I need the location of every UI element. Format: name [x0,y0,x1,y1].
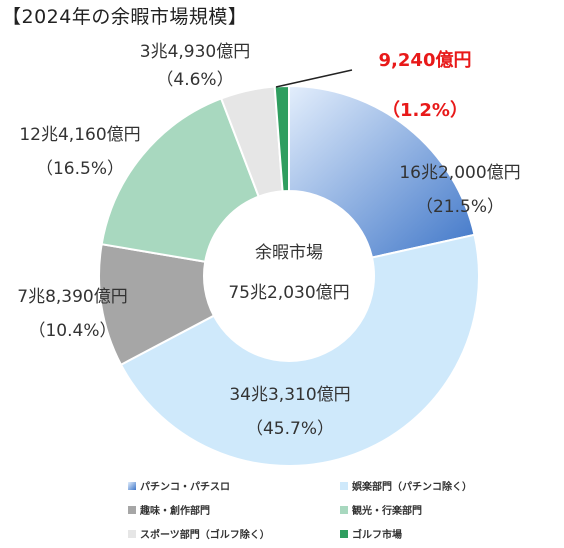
legend-swatch-golf [340,529,348,538]
legend-label-hobby: 趣味・創作部門 [140,506,210,517]
label-hobby-amount: 7兆8,390億円 [17,287,128,307]
label-tourism: 12兆4,160億円 （16.5%） [0,118,160,186]
label-entertainment-percent: （45.7%） [245,419,334,439]
leader-line [275,69,353,88]
slice-tourism [100,97,260,263]
center-label-total: 75兆2,030億円 [228,283,349,303]
center-label-market: 余暇市場 [255,243,323,263]
legend-swatch-tourism [340,505,348,514]
label-tourism-amount: 12兆4,160億円 [19,125,141,145]
legend-label-pachinko: パチンコ・パチスロ [140,482,230,493]
legend-swatch-hobby [128,505,136,514]
legend: パチンコ・パチスロ 娯楽部門（パチンコ除く） 趣味・創作部門 観光・行楽部門 ス… [0,468,564,548]
label-sports: 3兆4,930億円 （4.6%） [120,38,270,94]
label-golf: 9,240億円 （1.2%） [350,36,500,136]
legend-swatch-pachinko [128,481,136,490]
label-sports-percent: （4.6%） [156,70,234,90]
legend-item-tourism: 観光・行楽部門 [340,502,422,517]
legend-swatch-sports [128,529,136,538]
page-title: 【2024年の余暇市場規模】 [2,6,248,28]
legend-item-pachinko: パチンコ・パチスロ [128,478,230,493]
label-pachinko: 16兆2,000億円 （21.5%） [380,156,540,224]
legend-swatch-entertainment [340,481,348,490]
label-entertainment: 34兆3,310億円 （45.7%） [210,378,370,446]
label-golf-amount: 9,240億円 [378,50,472,71]
legend-label-golf: ゴルフ市場 [352,530,402,541]
legend-label-entertainment: 娯楽部門（パチンコ除く） [352,482,472,493]
legend-item-golf: ゴルフ市場 [340,526,402,541]
label-entertainment-amount: 34兆3,310億円 [229,385,351,405]
label-sports-amount: 3兆4,930億円 [139,42,251,62]
label-hobby: 7兆8,390億円 （10.4%） [0,280,145,348]
label-pachinko-amount: 16兆2,000億円 [399,163,521,183]
legend-label-sports: スポーツ部門（ゴルフ除く） [140,530,270,541]
donut-chart: 余暇市場 75兆2,030億円 [98,69,480,467]
slice-pachinko [288,84,476,259]
label-pachinko-percent: （21.5%） [415,197,504,217]
label-golf-percent: （1.2%） [382,100,468,121]
label-tourism-percent: （16.5%） [35,159,124,179]
slice-entertainment [119,233,480,467]
legend-item-sports: スポーツ部門（ゴルフ除く） [128,526,270,541]
label-hobby-percent: （10.4%） [28,321,117,341]
legend-item-hobby: 趣味・創作部門 [128,502,210,517]
legend-item-entertainment: 娯楽部門（パチンコ除く） [340,478,472,493]
legend-label-tourism: 観光・行楽部門 [352,506,422,517]
